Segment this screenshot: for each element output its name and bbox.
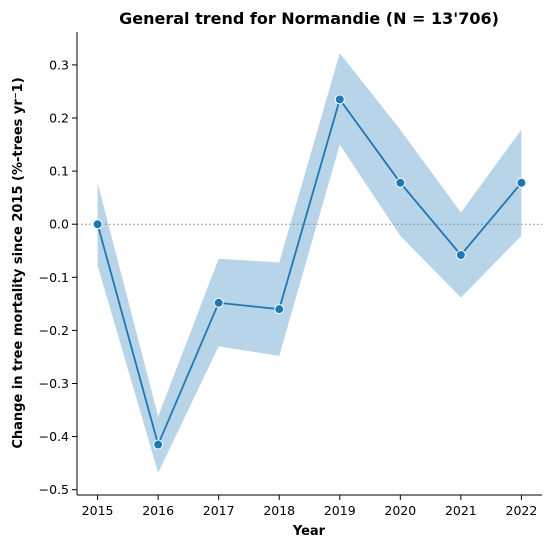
y-tick-label: 0.0 [49,217,69,232]
y-tick-label: 0.1 [49,164,69,179]
data-point-2019 [335,95,344,104]
data-point-2018 [275,305,284,314]
x-tick-label: 2020 [384,503,416,518]
x-tick-label: 2018 [263,503,295,518]
chart-title: General trend for Normandie (N = 13'706) [119,9,499,28]
x-tick-label: 2016 [142,503,174,518]
x-tick-label: 2015 [82,503,114,518]
y-tick-label: −0.2 [39,323,69,338]
y-tick-label: −0.3 [39,376,69,391]
y-tick-label: 0.2 [49,111,69,126]
data-point-2020 [396,178,405,187]
x-tick-label: 2019 [324,503,356,518]
plot-area: −0.5 −0.4 −0.3 −0.2 −0.1 0.0 0.1 0.2 0.3 2015 2016… [39,32,542,518]
data-point-2017 [214,298,223,307]
confidence-band [98,53,522,472]
x-tick-label: 2022 [506,503,538,518]
y-tick-label: −0.4 [39,429,69,444]
y-axis-label: Change in tree mortality since 2015 (%-t… [11,77,26,448]
x-tick-label: 2017 [203,503,235,518]
data-point-2021 [456,251,465,260]
data-point-2022 [517,178,526,187]
x-tick-label: 2021 [445,503,477,518]
data-point-2015 [93,220,102,229]
y-tick-label: −0.1 [39,270,69,285]
y-tick-label: 0.3 [49,57,69,72]
x-axis-label: Year [292,524,326,539]
y-tick-label: −0.5 [39,482,69,497]
data-point-2016 [154,440,163,449]
